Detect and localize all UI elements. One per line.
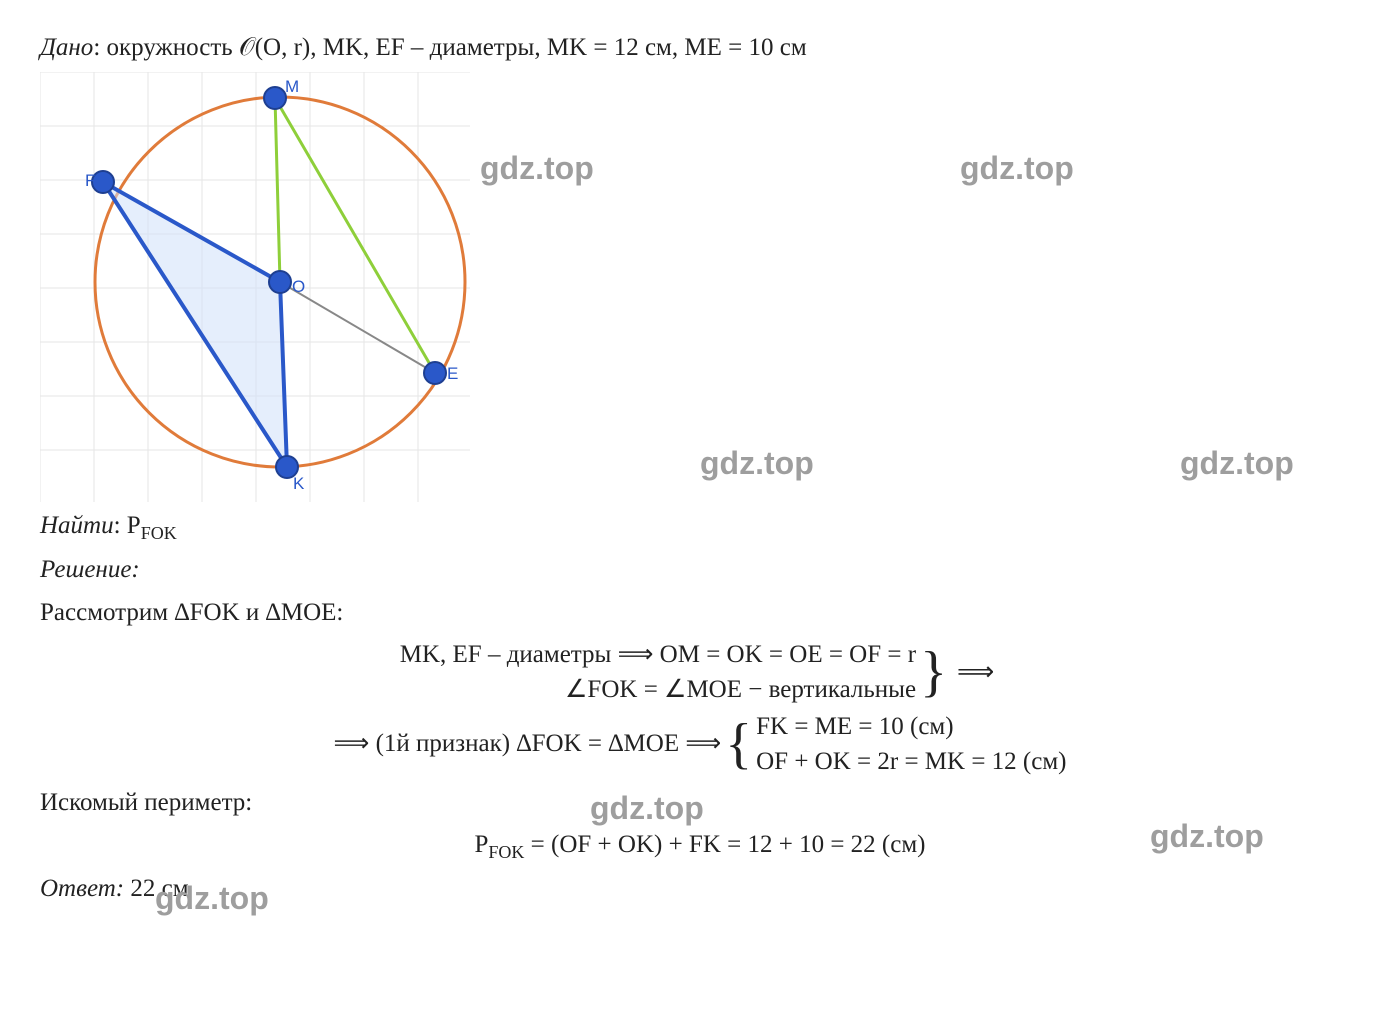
watermark: gdz.top xyxy=(960,150,1074,187)
brace1-stack: MK, EF – диаметры ⟹ OM = OK = OE = OF = … xyxy=(400,637,916,707)
svg-text:M: M xyxy=(285,77,299,96)
answer-label: Ответ: xyxy=(40,875,124,902)
right-brace-icon: } xyxy=(916,644,951,700)
figure-svg: M F O E K xyxy=(40,72,470,502)
geometry-figure: M F O E K xyxy=(40,72,470,502)
find-text: : P xyxy=(114,512,141,539)
find-subscript: FOK xyxy=(141,523,177,543)
result-lead: ⟹ (1й признак) ∆FOK = ∆MOE ⟹ xyxy=(333,726,721,761)
given-label: Дано xyxy=(40,34,93,61)
brace2-bottom: OF + OK = 2r = MK = 12 (см) xyxy=(756,744,1066,779)
watermark: gdz.top xyxy=(480,150,594,187)
perimeter-rest: = (OF + OK) + FK = 12 + 10 = 22 (см) xyxy=(524,831,925,858)
perimeter-sub: FOK xyxy=(488,842,524,862)
brace1-top: MK, EF – диаметры ⟹ OM = OK = OE = OF = … xyxy=(400,637,916,672)
answer-text: 22 см xyxy=(124,875,188,902)
given-text: : окружность 𝒪(O, r), MK, EF – диаметры,… xyxy=(93,34,806,61)
page: Дано: окружность 𝒪(O, r), MK, EF – диаме… xyxy=(0,0,1400,1035)
watermark: gdz.top xyxy=(1180,445,1294,482)
perimeter-formula: PFOK = (OF + OK) + FK = 12 + 10 = 22 (см… xyxy=(40,827,1360,865)
solution-label: Решение: xyxy=(40,552,1360,588)
answer-line: Ответ: 22 см xyxy=(40,871,1360,907)
find-line: Найти: PFOK xyxy=(40,508,1360,546)
svg-text:F: F xyxy=(85,171,95,190)
perimeter-prefix: P xyxy=(474,831,488,858)
brace-block-2: ⟹ (1й признак) ∆FOK = ∆MOE ⟹ { FK = ME =… xyxy=(40,709,1360,779)
find-label: Найти xyxy=(40,512,114,539)
svg-text:E: E xyxy=(447,364,458,383)
svg-text:O: O xyxy=(292,277,305,296)
solution-intro: Рассмотрим ∆FOK и ∆MOE: xyxy=(40,595,1360,631)
brace2-top: FK = ME = 10 (см) xyxy=(756,709,953,744)
left-brace-icon: { xyxy=(721,716,756,772)
arrow-right-icon: ⟹ xyxy=(951,654,1000,690)
brace2-stack: FK = ME = 10 (см) OF + OK = 2r = MK = 12… xyxy=(756,709,1066,779)
brace1-bottom: ∠FOK = ∠MOE − вертикальные xyxy=(565,672,916,707)
watermark: gdz.top xyxy=(700,445,814,482)
perimeter-label: Искомый периметр: xyxy=(40,785,1360,821)
svg-text:K: K xyxy=(293,474,305,493)
given-line: Дано: окружность 𝒪(O, r), MK, EF – диаме… xyxy=(40,30,1360,66)
brace-block-1: MK, EF – диаметры ⟹ OM = OK = OE = OF = … xyxy=(40,637,1360,707)
